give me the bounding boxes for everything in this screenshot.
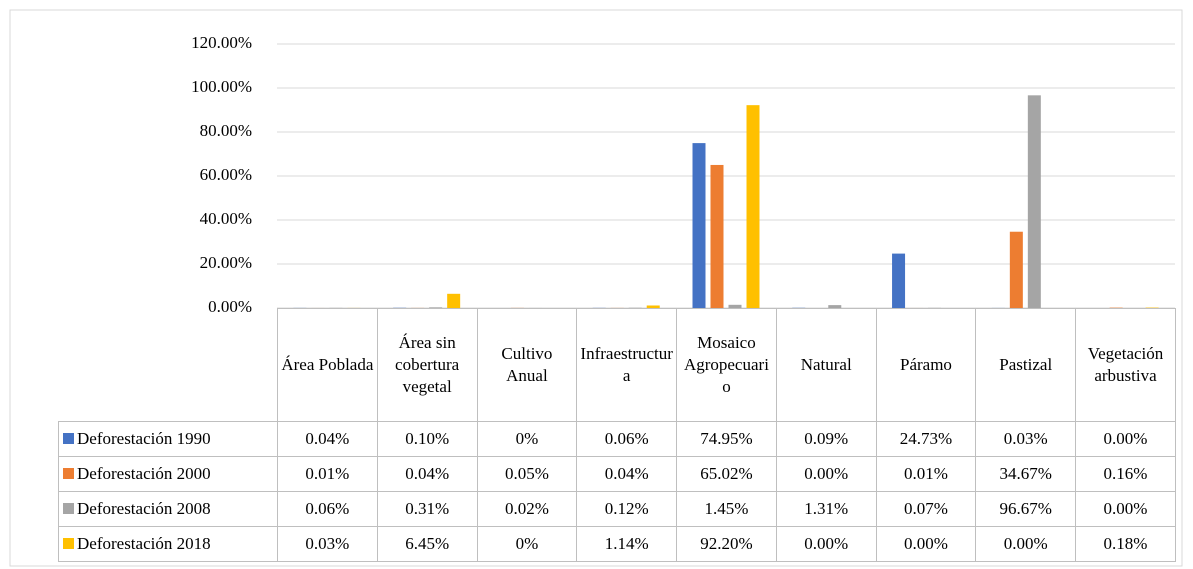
value-label: 0.04% (376, 456, 478, 492)
value-label: 0.00% (1075, 421, 1176, 457)
value-label: 1.14% (576, 526, 678, 562)
y-tick-label: 100.00% (191, 77, 252, 96)
legend-label: Deforestación 2000 (77, 464, 211, 483)
category-label: Natural (775, 308, 877, 422)
value-label: 0% (476, 421, 578, 457)
bar (710, 164, 724, 308)
data-table: Área Poblada Área sin cobertura vegetal Cu… (58, 308, 1176, 562)
header-row: Área Poblada Área sin cobertura vegetal Cu… (58, 308, 1176, 422)
y-tick-label: 80.00% (200, 121, 252, 140)
bar (1009, 231, 1023, 308)
value-label: 0.09% (775, 421, 877, 457)
legend-label: Deforestación 2008 (77, 499, 211, 518)
bar (429, 307, 443, 308)
value-label: 1.45% (676, 491, 777, 527)
value-label: 0.05% (476, 456, 578, 492)
y-tick-label: 20.00% (200, 253, 252, 272)
bar (1027, 95, 1041, 309)
value-label: 0.00% (1075, 491, 1176, 527)
value-label: 96.67% (975, 491, 1077, 527)
y-tick-label: 120.00% (191, 33, 252, 52)
legend-swatch (63, 468, 74, 479)
value-label: 0.01% (277, 456, 378, 492)
value-label: 0.06% (576, 421, 678, 457)
value-label: 0.31% (376, 491, 478, 527)
y-tick-label: 60.00% (200, 165, 252, 184)
value-label: 0.12% (576, 491, 678, 527)
value-label: 0.04% (576, 456, 678, 492)
legend-cell: Deforestación 2008 (58, 491, 278, 527)
value-label: 24.73% (875, 421, 977, 457)
bar (828, 305, 842, 308)
value-label: 0.00% (875, 526, 977, 562)
category-label: Mosaico Agropecuario (676, 308, 777, 422)
value-label: 0.00% (775, 526, 877, 562)
value-label: 0.00% (975, 526, 1077, 562)
category-label: Cultivo Anual (476, 308, 578, 422)
value-label: 0.06% (277, 491, 378, 527)
series-row: Deforestación 2008 0.06% 0.31% 0.02% 0.12% 1.… (58, 491, 1176, 527)
category-label: Infraestructura (576, 308, 678, 422)
bar (892, 253, 906, 308)
value-label: 0.02% (476, 491, 578, 527)
value-label: 0.07% (875, 491, 977, 527)
legend-swatch (63, 503, 74, 514)
value-label: 0% (476, 526, 578, 562)
corner-cell (58, 308, 278, 422)
chart-border (9, 9, 1183, 567)
category-label: Páramo (875, 308, 977, 422)
value-label: 65.02% (676, 456, 777, 492)
value-label: 0.00% (775, 456, 877, 492)
value-label: 0.03% (975, 421, 1077, 457)
legend-swatch (63, 433, 74, 444)
value-label: 0.10% (376, 421, 478, 457)
value-label: 92.20% (676, 526, 777, 562)
value-label: 0.04% (277, 421, 378, 457)
legend-cell: Deforestación 1990 (58, 421, 278, 457)
bar (746, 105, 760, 308)
value-label: 0.03% (277, 526, 378, 562)
bar (728, 304, 742, 308)
category-label: Pastizal (975, 308, 1077, 422)
legend-cell: Deforestación 2018 (58, 526, 278, 562)
series-row: Deforestación 1990 0.04% 0.10% 0% 0.06% 74.95… (58, 421, 1176, 457)
bar (692, 143, 706, 308)
value-label: 6.45% (376, 526, 478, 562)
y-tick-label: 40.00% (200, 209, 252, 228)
series-row: Deforestación 2000 0.01% 0.04% 0.05% 0.04% 65… (58, 456, 1176, 492)
legend-label: Deforestación 2018 (77, 534, 211, 553)
bar (447, 293, 461, 308)
value-label: 0.01% (875, 456, 977, 492)
value-label: 1.31% (775, 491, 877, 527)
category-label: Área Poblada (277, 308, 378, 422)
legend-label: Deforestación 1990 (77, 429, 211, 448)
category-label: Vegetación arbustiva (1075, 308, 1176, 422)
value-label: 0.16% (1075, 456, 1176, 492)
legend-cell: Deforestación 2000 (58, 456, 278, 492)
series-row: Deforestación 2018 0.03% 6.45% 0% 1.14% 92.20… (58, 526, 1176, 562)
bar (646, 305, 660, 308)
value-label: 34.67% (975, 456, 1077, 492)
value-label: 74.95% (676, 421, 777, 457)
legend-swatch (63, 538, 74, 549)
value-label: 0.18% (1075, 526, 1176, 562)
category-label: Área sin cobertura vegetal (376, 308, 478, 422)
